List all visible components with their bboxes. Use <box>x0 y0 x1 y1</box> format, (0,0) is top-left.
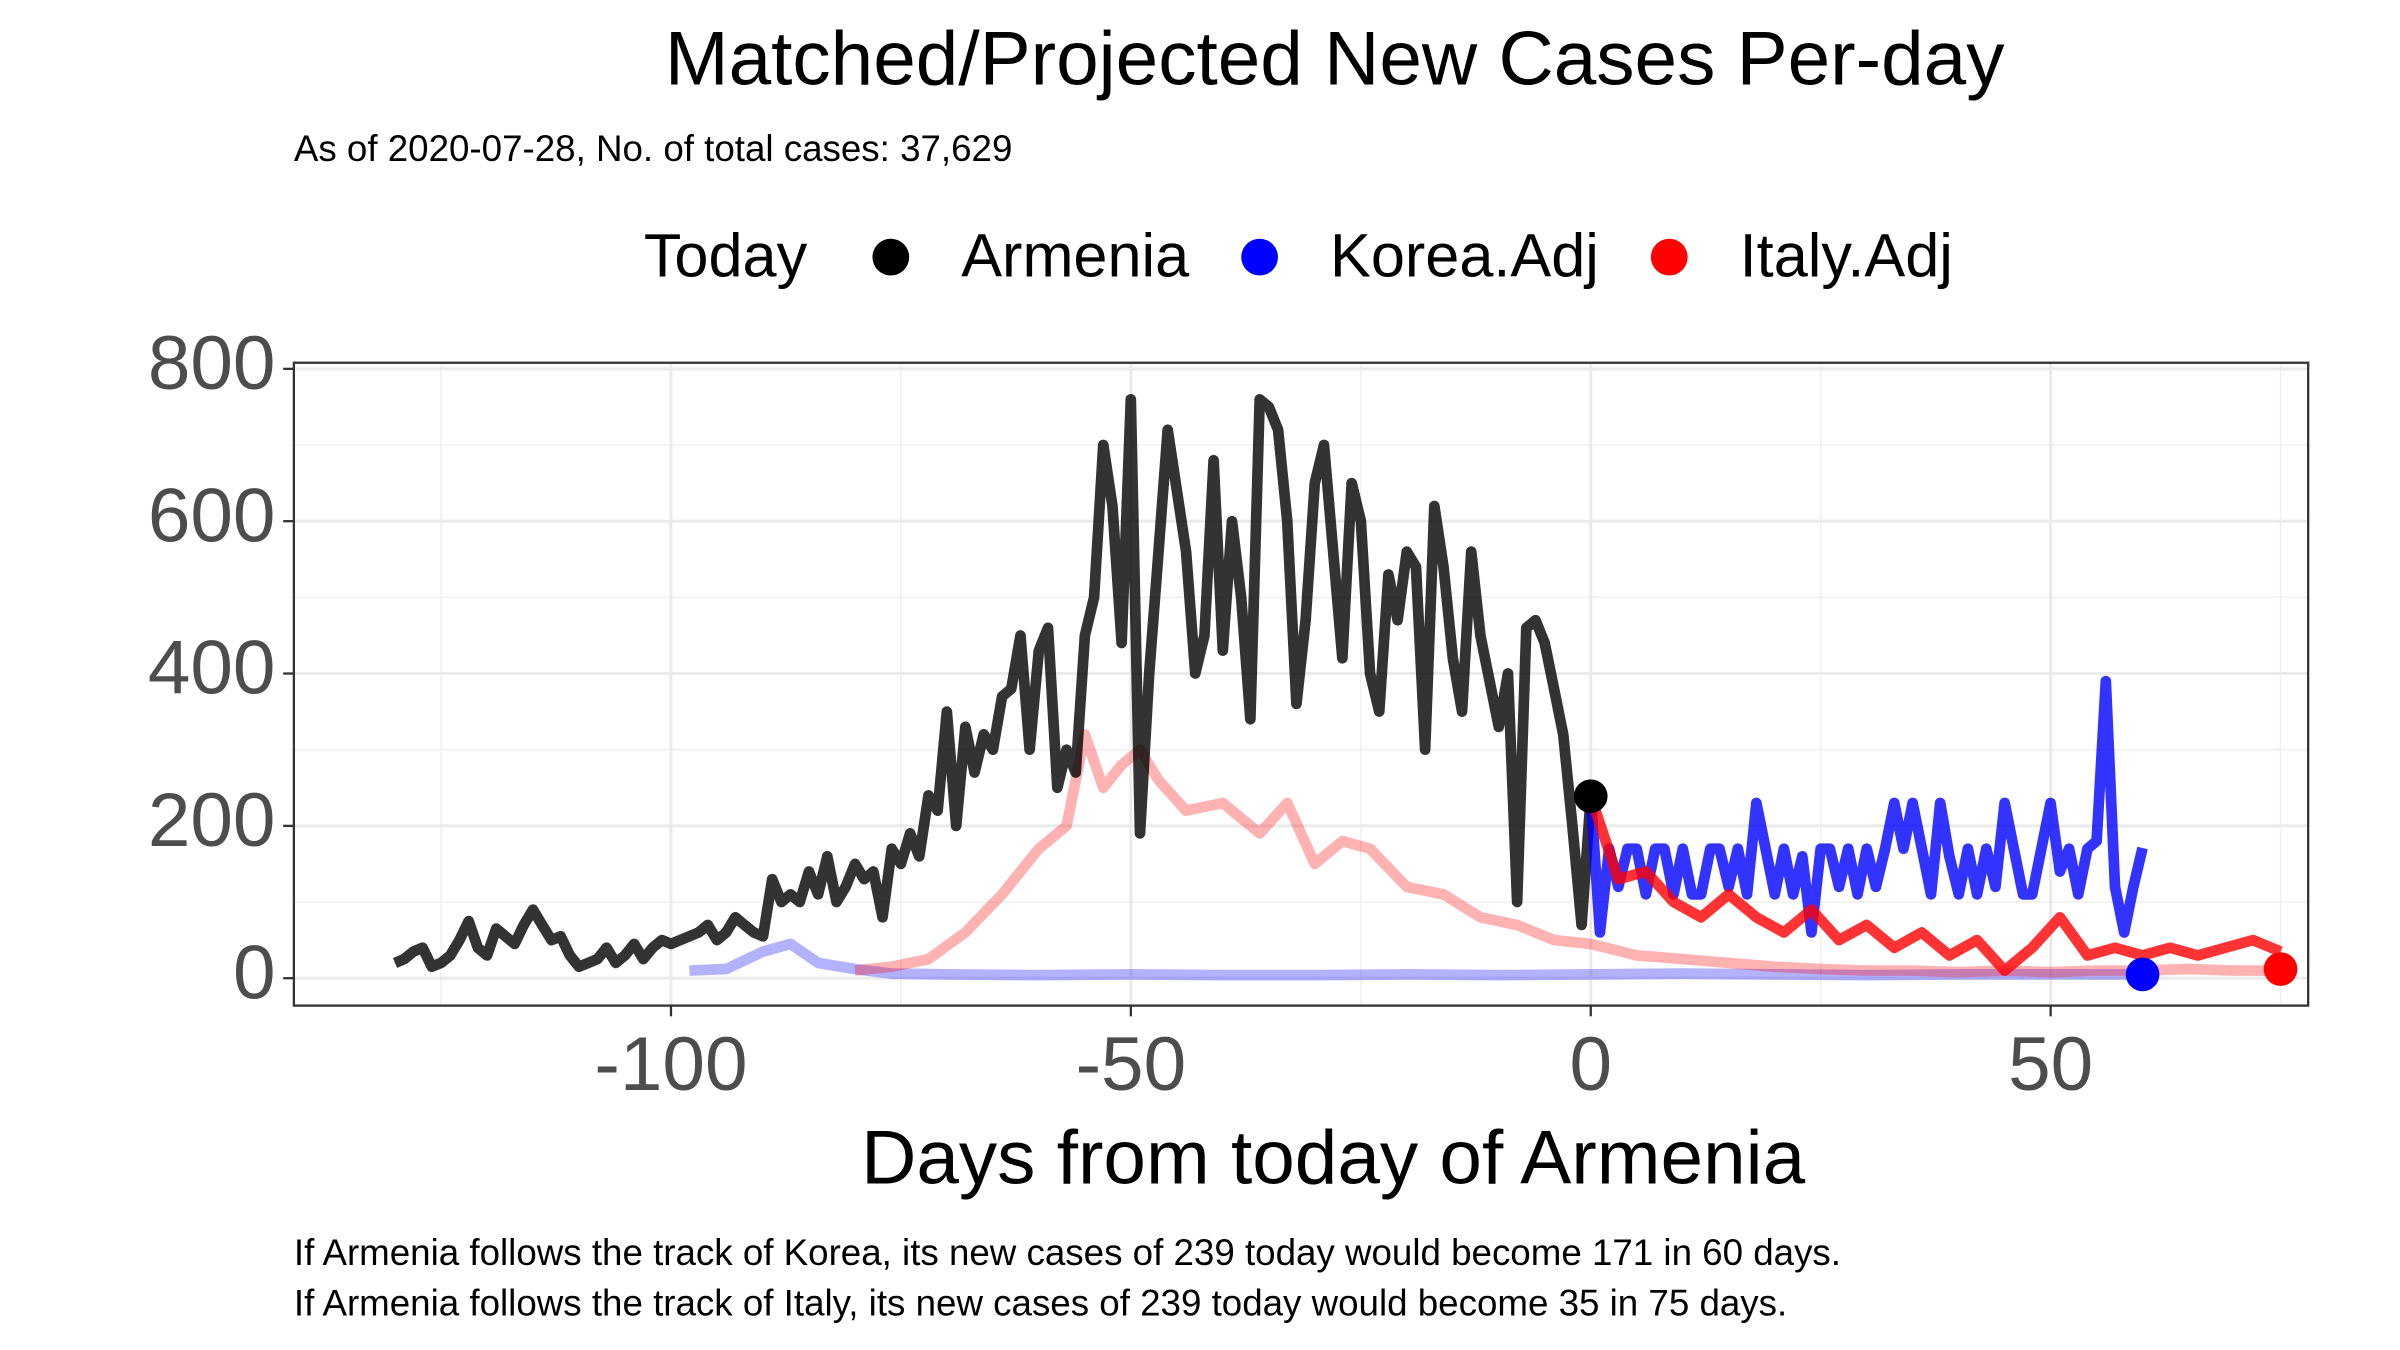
today-point <box>2125 957 2160 992</box>
x-tick-label: -50 <box>1076 1022 1187 1107</box>
track-line <box>854 729 2281 978</box>
note: If Armenia follows the track of Korea, i… <box>294 1232 1841 1273</box>
x-axis-label: Days from today of Armenia <box>861 1115 1806 1200</box>
series-line <box>1585 794 2283 976</box>
y-tick-label: 800 <box>148 321 276 406</box>
y-tick-label: 600 <box>148 473 276 558</box>
x-tick-label: 0 <box>1569 1022 1612 1107</box>
chart-title: Matched/Projected New Cases Per-day <box>665 17 2005 102</box>
x-tick-label: 50 <box>2008 1022 2093 1107</box>
series-line <box>1585 675 2148 938</box>
y-tick-label: 400 <box>148 626 276 711</box>
today-point <box>2263 952 2298 986</box>
legend-swatch <box>872 238 910 276</box>
today-point <box>1573 779 1608 813</box>
y-tick-label: 200 <box>148 778 276 863</box>
legend-label: Korea.Adj <box>1330 221 1599 289</box>
legend-swatch <box>1241 238 1278 276</box>
plot-border <box>292 361 2310 1007</box>
track-line <box>689 938 2143 981</box>
legend-label: Italy.Adj <box>1740 221 1953 289</box>
note: If Armenia follows the track of Italy, i… <box>294 1282 1787 1323</box>
legend-label: Armenia <box>961 221 1190 289</box>
legend-title: Today <box>644 221 808 289</box>
chart-subtitle: As of 2020-07-28, No. of total cases: 37… <box>294 128 1013 169</box>
y-tick-label: 0 <box>233 930 276 1015</box>
series-line <box>392 393 1597 973</box>
x-tick-label: -100 <box>594 1022 747 1107</box>
legend-swatch <box>1650 238 1688 276</box>
